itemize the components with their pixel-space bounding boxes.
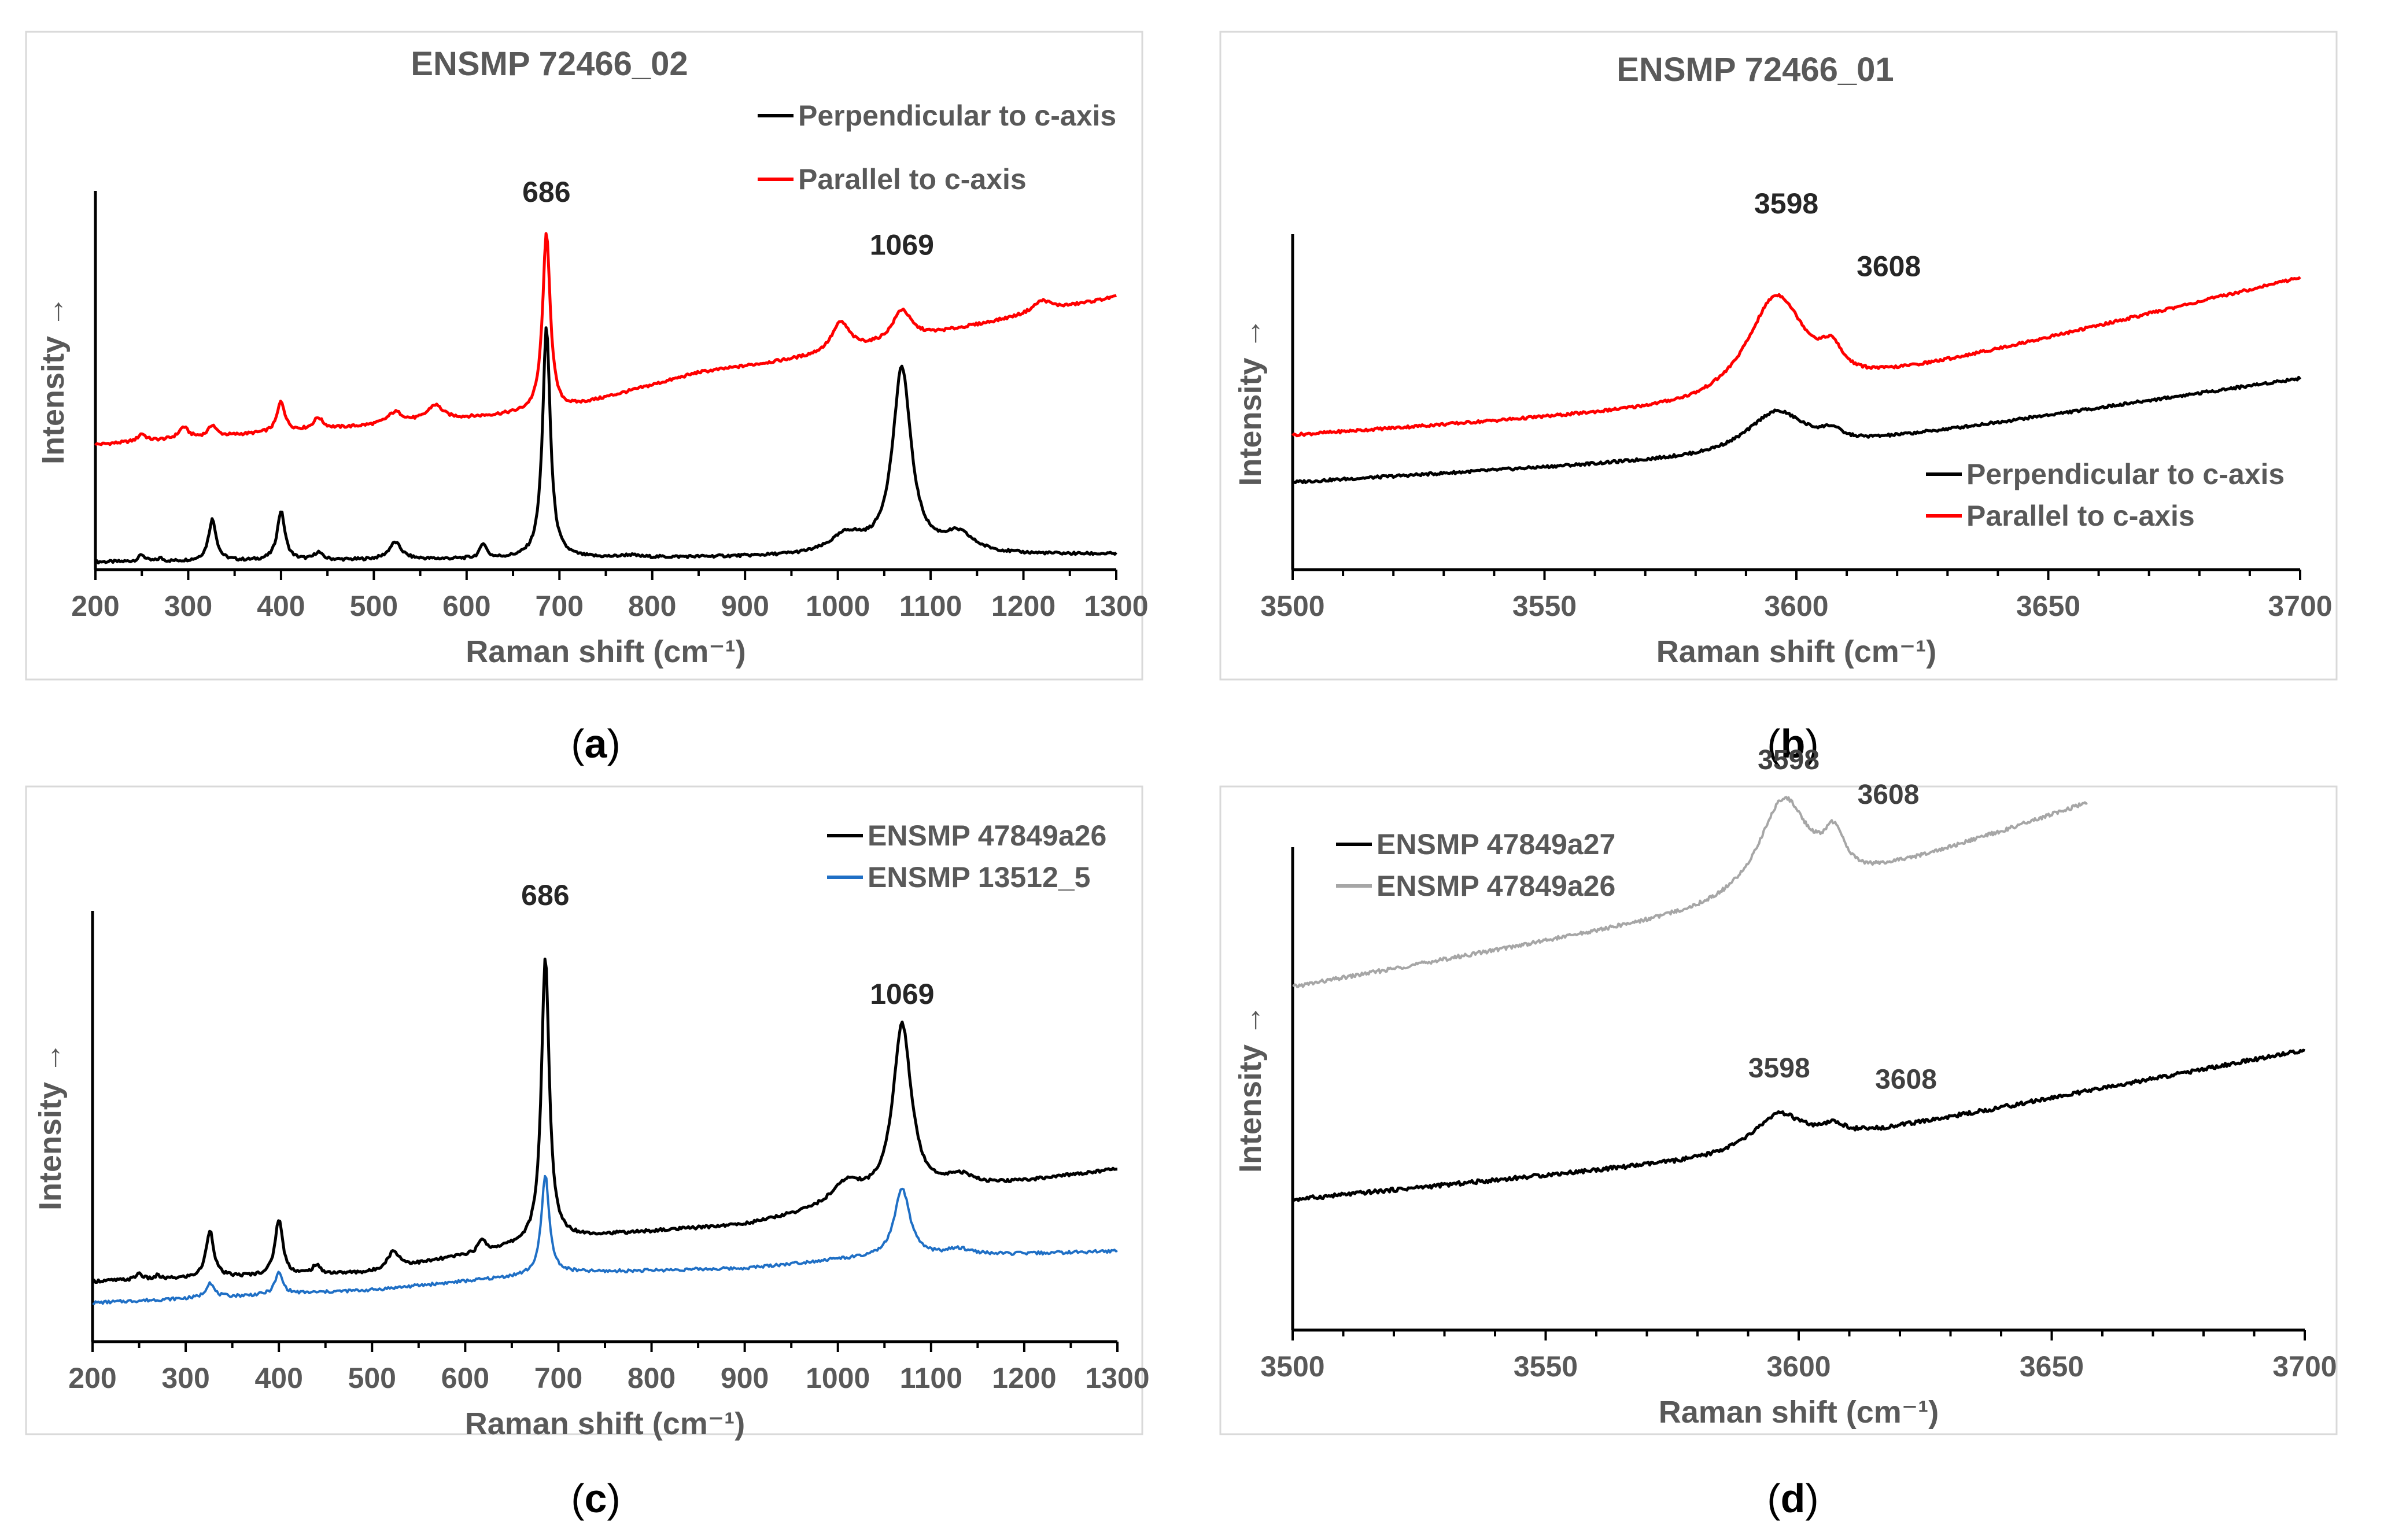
caption-part: a xyxy=(585,721,608,766)
x-tick-label: 3500 xyxy=(1260,1350,1324,1383)
panel-a: 200 300 400 500 600 700 800 900 1000 1100 1200 1300… xyxy=(25,31,1149,766)
series-line-2 xyxy=(94,232,1117,446)
x-tick-label: 3550 xyxy=(1512,590,1577,622)
x-tick-label: 500 xyxy=(348,1362,396,1394)
legend-label: ENSMP 47849a27 xyxy=(1376,828,1615,861)
x-tick-label: 1300 xyxy=(1085,1362,1149,1394)
x-axis-title: Raman shift (cm⁻¹) xyxy=(466,634,746,669)
peak-annotation: 3598 xyxy=(1758,745,1820,775)
x-tick-label: 3600 xyxy=(1766,1350,1831,1383)
x-axis-title: Raman shift (cm⁻¹) xyxy=(1656,634,1937,669)
x-tick-label: 1200 xyxy=(991,590,1056,622)
caption-part: c xyxy=(585,1476,607,1521)
x-tick-label: 1100 xyxy=(900,1362,962,1394)
x-axis-title: Raman shift (cm⁻¹) xyxy=(465,1406,746,1441)
chart-frame xyxy=(1219,31,2338,681)
y-axis-title: Intensity → xyxy=(36,296,71,464)
x-tick-label: 400 xyxy=(257,590,305,622)
x-tick-label: 200 xyxy=(71,590,119,622)
caption-part: d xyxy=(1781,1476,1806,1521)
caption-part: b xyxy=(1781,721,1806,766)
x-tick-label: 3500 xyxy=(1260,590,1324,622)
panel-caption: (a) xyxy=(571,721,621,766)
peak-annotation: 1069 xyxy=(870,229,934,261)
panel-caption: (d) xyxy=(1767,1476,1818,1521)
x-tick-label: 900 xyxy=(721,1362,769,1394)
series-line-1 xyxy=(92,957,1117,1284)
x-tick-label: 1200 xyxy=(992,1362,1056,1394)
x-tick-label: 1100 xyxy=(899,590,962,622)
x-tick-label: 3700 xyxy=(2268,590,2332,622)
x-tick-label: 300 xyxy=(161,1362,209,1394)
x-tick-label: 900 xyxy=(721,590,769,622)
x-tick-label: 500 xyxy=(350,590,398,622)
peak-annotation: 3598 xyxy=(1748,1053,1810,1084)
x-tick-label: 600 xyxy=(442,590,490,622)
caption-part: ( xyxy=(571,1476,584,1521)
caption-part: ) xyxy=(1805,1476,1818,1521)
legend-label: Parallel to c-axis xyxy=(798,163,1027,195)
legend-label: ENSMP 13512_5 xyxy=(868,861,1090,893)
series-line-2 xyxy=(93,1175,1118,1305)
y-axis-title: Intensity → xyxy=(1233,1004,1268,1173)
legend-label: Perpendicular to c-axis xyxy=(1966,458,2285,490)
chart-title: ENSMP 72466_01 xyxy=(1617,51,1894,88)
x-tick-label: 1300 xyxy=(1084,590,1148,622)
series-line-1 xyxy=(94,326,1117,564)
x-tick-label: 800 xyxy=(628,1362,676,1394)
y-axis-title: Intensity → xyxy=(1233,317,1268,486)
legend-label: ENSMP 47849a26 xyxy=(1376,870,1615,902)
x-tick-label: 200 xyxy=(68,1362,116,1394)
series-line-2 xyxy=(1291,276,2301,438)
caption-part: ( xyxy=(1767,1476,1780,1521)
x-tick-label: 800 xyxy=(628,590,676,622)
x-tick-label: 300 xyxy=(164,590,212,622)
panel-b: 3500 3550 3600 3650 3700 Raman shift (cm⁻¹) In… xyxy=(1219,31,2338,766)
peak-annotation: 3608 xyxy=(1875,1065,1937,1095)
legend-label: Perpendicular to c-axis xyxy=(798,99,1116,132)
x-tick-label: 1000 xyxy=(806,1362,870,1394)
peak-annotation: 3608 xyxy=(1858,780,1920,810)
x-tick-label: 3650 xyxy=(2020,1350,2084,1383)
x-tick-label: 3650 xyxy=(2016,590,2080,622)
panel-caption: (b) xyxy=(1767,721,1818,766)
peak-annotation: 3598 xyxy=(1754,187,1818,220)
x-tick-label: 3600 xyxy=(1764,590,1828,622)
x-tick-label: 1000 xyxy=(806,590,870,622)
x-tick-label: 700 xyxy=(534,1362,582,1394)
chart-frame xyxy=(25,31,1143,681)
series-line-1 xyxy=(1292,375,2302,485)
caption-part: ( xyxy=(1767,721,1780,766)
peak-annotation: 686 xyxy=(522,176,570,208)
panel-d: 3500 3550 3600 3650 3700 Raman shift (cm⁻¹) In… xyxy=(1219,745,2338,1521)
peak-annotation: 1069 xyxy=(870,978,934,1010)
caption-part: ( xyxy=(571,721,584,766)
legend-label: Parallel to c-axis xyxy=(1966,500,2195,532)
peak-annotation: 686 xyxy=(521,879,569,911)
x-tick-label: 400 xyxy=(254,1362,302,1394)
y-axis-title: Intensity → xyxy=(33,1042,68,1210)
chart-frame xyxy=(25,785,1143,1435)
caption-part: ) xyxy=(607,1476,620,1521)
panel-c: 200 300 400 500 600 700 800 900 1000 1100 1200 1300… xyxy=(25,785,1150,1521)
caption-part: ) xyxy=(607,721,620,766)
x-tick-label: 600 xyxy=(441,1362,489,1394)
x-tick-label: 3700 xyxy=(2272,1350,2337,1383)
legend-label: ENSMP 47849a26 xyxy=(868,819,1106,852)
caption-part: ) xyxy=(1805,721,1818,766)
series-line-2 xyxy=(1292,796,2088,988)
x-tick-label: 700 xyxy=(536,590,584,622)
x-axis-title: Raman shift (cm⁻¹) xyxy=(1659,1395,1939,1430)
chart-title: ENSMP 72466_02 xyxy=(411,45,688,83)
series-line-1 xyxy=(1291,1048,2305,1202)
peak-annotation: 3608 xyxy=(1857,250,1921,282)
x-tick-label: 3550 xyxy=(1514,1350,1578,1383)
panel-caption: (c) xyxy=(571,1476,621,1521)
